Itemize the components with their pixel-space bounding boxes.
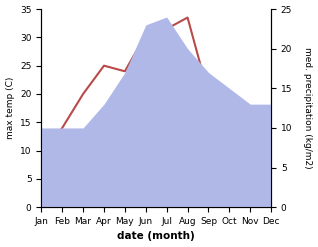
Y-axis label: max temp (C): max temp (C) [5,77,15,139]
X-axis label: date (month): date (month) [117,231,195,242]
Y-axis label: med. precipitation (kg/m2): med. precipitation (kg/m2) [303,47,313,169]
